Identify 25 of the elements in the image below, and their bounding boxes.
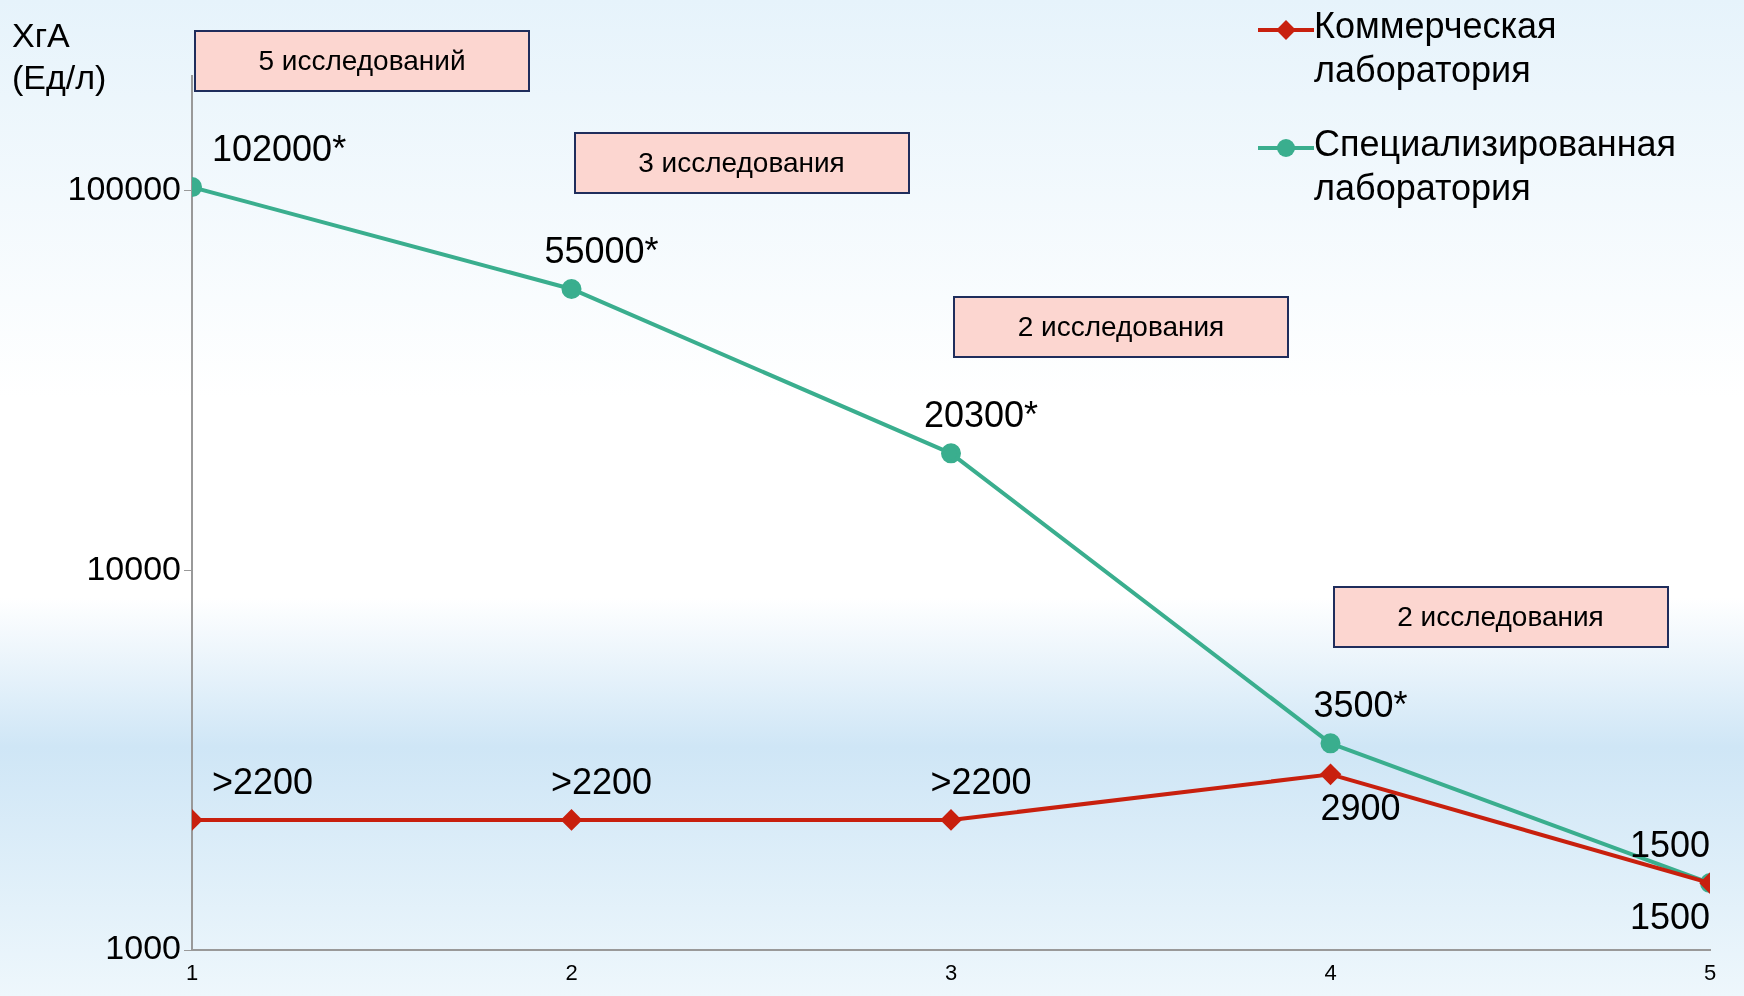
data-label: >2200 — [550, 760, 653, 802]
legend-label: Коммерческая лаборатория — [1314, 4, 1558, 92]
x-tick-label: 2 — [565, 960, 578, 986]
y-tick-label: 100000 — [67, 168, 181, 207]
data-label: 20300* — [923, 394, 1039, 436]
note-box: 2 исследования — [1332, 586, 1669, 649]
y-tick-label: 10000 — [86, 548, 181, 587]
data-label: >2200 — [212, 760, 314, 802]
data-label: 3500* — [1313, 684, 1408, 726]
y-axis-title: ХгА (Ед/л) — [12, 15, 108, 98]
x-tick-label: 3 — [944, 960, 958, 986]
data-label: 2900 — [1320, 787, 1401, 829]
x-tick-label: 4 — [1324, 960, 1337, 986]
y-tick-label: 1000 — [105, 928, 181, 967]
data-label: 55000* — [544, 229, 659, 271]
data-label: 102000* — [212, 128, 347, 169]
note-box: 5 исследований — [194, 30, 530, 93]
data-label: 1500 — [1629, 824, 1710, 866]
data-label: >2200 — [930, 760, 1032, 802]
legend-label: Специализированная лаборатория — [1314, 122, 1678, 210]
note-box: 2 исследования — [953, 296, 1289, 359]
note-box: 3 исследования — [573, 131, 910, 194]
x-tick-label: 5 — [1703, 960, 1717, 986]
data-label: 1500 — [1629, 896, 1710, 938]
x-tick-label: 1 — [185, 960, 199, 986]
